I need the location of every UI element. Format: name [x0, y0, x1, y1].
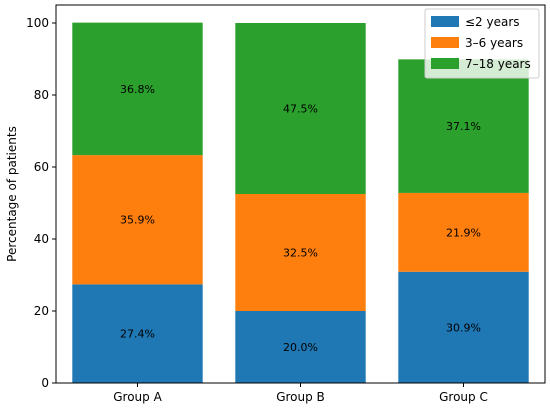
legend: ≤2 years 3–6 years 7–18 years [424, 8, 540, 79]
plot-frame [55, 4, 546, 384]
y-axis-title: Percentage of patients [5, 126, 19, 262]
bar-group-b-2-years [235, 311, 366, 383]
bars: 27.4% 35.9% 36.8% 20.0% 32.5% 47.5% 30.9% 21.9%… [72, 22, 529, 383]
data-label: 27.4% [120, 328, 155, 341]
y-tick-label: 40 [34, 232, 49, 246]
x-tick-label: Group C [439, 390, 488, 404]
data-label: 20.0% [283, 341, 318, 354]
data-label: 35.9% [120, 214, 155, 227]
data-label: 21.9% [446, 226, 481, 239]
data-label: 30.9% [446, 321, 481, 334]
bar-group-c-7-18-years [398, 59, 529, 193]
bar-group-b-3-6-years [235, 194, 366, 311]
bar-group-c-2-years [398, 271, 529, 383]
y-tick-label: 80 [34, 88, 49, 102]
x-tick-label: Group B [276, 390, 325, 404]
legend-label: 3–6 years [465, 36, 523, 50]
y-axis-ticks: 0 20 40 60 80 100 [26, 16, 56, 390]
y-tick-label: 0 [41, 376, 49, 390]
data-label: 32.5% [283, 247, 318, 260]
legend-label: ≤2 years [465, 15, 520, 29]
bar-group-c-3-6-years [398, 192, 529, 272]
y-tick-label: 100 [26, 16, 49, 30]
data-label: 47.5% [283, 103, 318, 116]
legend-swatch [431, 16, 459, 27]
y-tick-label: 60 [34, 160, 49, 174]
x-axis-ticks: Group A Group B Group C [113, 383, 488, 404]
legend-label: 7–18 years [465, 57, 531, 71]
bar-group-a-7-18-years [72, 22, 203, 156]
x-tick-label: Group A [113, 390, 162, 404]
legend-swatch [431, 37, 459, 48]
bar-group-a-2-years [72, 284, 203, 383]
legend-swatch [431, 58, 459, 69]
data-label: 37.1% [446, 120, 481, 133]
bar-group-a-3-6-years [72, 155, 203, 285]
bar-group-b-7-18-years [235, 23, 366, 194]
y-tick-label: 20 [34, 304, 49, 318]
data-label: 36.8% [120, 83, 155, 96]
